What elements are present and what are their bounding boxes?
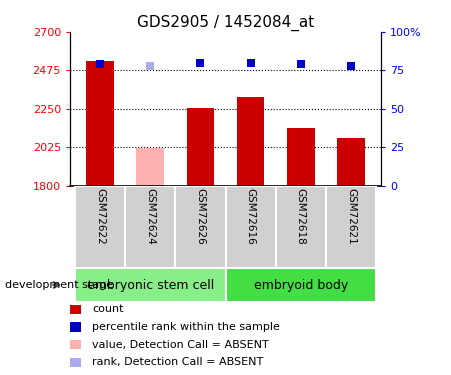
Bar <box>75 186 125 268</box>
Bar <box>226 268 376 302</box>
Bar <box>276 186 326 268</box>
Bar <box>75 268 226 302</box>
Text: GSM72626: GSM72626 <box>195 188 205 245</box>
Bar <box>337 138 365 186</box>
Bar <box>287 128 315 186</box>
Bar <box>86 61 114 186</box>
Text: GSM72618: GSM72618 <box>296 188 306 245</box>
Bar <box>125 186 175 268</box>
Bar <box>187 108 214 186</box>
Text: embryonic stem cell: embryonic stem cell <box>87 279 214 291</box>
Bar <box>175 186 226 268</box>
Bar <box>226 186 276 268</box>
Text: GSM72622: GSM72622 <box>95 188 105 245</box>
Bar <box>326 186 376 268</box>
Text: GSM72624: GSM72624 <box>145 188 155 245</box>
Text: count: count <box>92 304 124 314</box>
Text: GSM72616: GSM72616 <box>246 188 256 245</box>
Title: GDS2905 / 1452084_at: GDS2905 / 1452084_at <box>137 14 314 30</box>
Bar <box>136 148 164 186</box>
Text: percentile rank within the sample: percentile rank within the sample <box>92 322 281 332</box>
Text: embryoid body: embryoid body <box>253 279 348 291</box>
Bar <box>237 97 264 186</box>
Text: GSM72621: GSM72621 <box>346 188 356 245</box>
Text: value, Detection Call = ABSENT: value, Detection Call = ABSENT <box>92 340 269 350</box>
Text: rank, Detection Call = ABSENT: rank, Detection Call = ABSENT <box>92 357 264 367</box>
Text: development stage: development stage <box>5 280 113 290</box>
